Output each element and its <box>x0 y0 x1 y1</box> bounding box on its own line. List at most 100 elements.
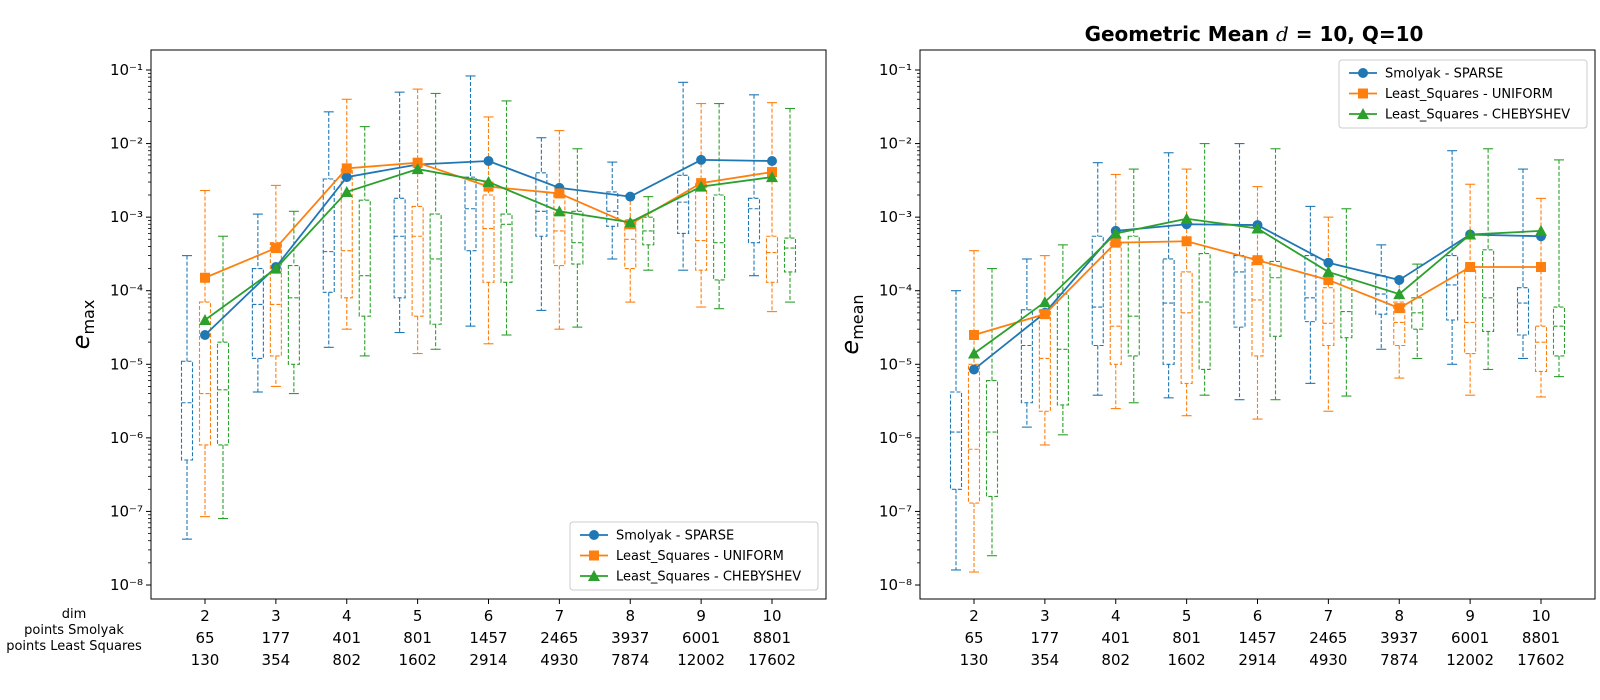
box <box>985 380 999 497</box>
panel-emax: 10⁻⁸10⁻⁷10⁻⁶10⁻⁵10⁻⁴10⁻³10⁻²10⁻¹emax2651… <box>67 49 827 669</box>
box <box>500 213 513 283</box>
box <box>251 268 264 360</box>
x-tick-label-points-least-squares: 2914 <box>469 651 507 669</box>
data-point <box>483 155 494 166</box>
box <box>1020 309 1033 404</box>
data-point <box>1181 236 1192 247</box>
legend-label: Smolyak - SPARSE <box>616 529 734 544</box>
legend-marker <box>1358 88 1368 99</box>
x-tick-label-dim: 3 <box>271 607 281 625</box>
box <box>1162 258 1175 365</box>
y-tick-label: 10⁻¹ <box>110 61 143 79</box>
box <box>1251 257 1264 357</box>
x-tick-label-points-least-squares: 12002 <box>1446 651 1494 669</box>
data-point <box>200 330 210 341</box>
x-tick-label-points-least-squares: 4930 <box>540 651 578 669</box>
series-line <box>973 217 1542 355</box>
data-point <box>968 347 980 359</box>
legend-label: Least_Squares - CHEBYSHEV <box>1385 108 1570 123</box>
x-tick-label-points-smolyak: 6001 <box>682 629 720 647</box>
legend-marker <box>589 550 599 561</box>
data-point <box>1465 262 1476 273</box>
series-group <box>199 163 778 325</box>
data-point <box>270 243 281 254</box>
x-tick-label-points-smolyak: 3937 <box>1380 629 1418 647</box>
data-point <box>1110 237 1121 248</box>
x-tick-label-points-least-squares: 130 <box>960 651 989 669</box>
box <box>1304 255 1317 323</box>
x-tick-label-points-smolyak: 801 <box>403 629 432 647</box>
box <box>1127 235 1140 357</box>
box <box>713 194 726 281</box>
box <box>1233 255 1246 328</box>
panel-emean: 10⁻⁸10⁻⁷10⁻⁶10⁻⁵10⁻⁴10⁻³10⁻²10⁻¹emean265… <box>836 49 1596 669</box>
data-point <box>482 176 495 188</box>
row-label-points-smolyak: points Smolyak <box>24 623 124 638</box>
boxplot-group <box>985 143 1566 557</box>
x-tick-label-dim: 5 <box>1182 607 1192 625</box>
y-tick-label: 10⁻⁴ <box>110 282 143 300</box>
y-tick-label: 10⁻⁸ <box>879 576 912 594</box>
series-group <box>969 236 1546 341</box>
figure-title: Geometric Mean d = 10, Q=10 <box>1085 22 1424 46</box>
x-tick-label-points-smolyak: 177 <box>262 629 291 647</box>
y-tick-label: 10⁻⁷ <box>879 502 912 520</box>
x-tick-label-points-smolyak: 401 <box>1101 629 1130 647</box>
box <box>1038 309 1051 412</box>
box <box>535 172 548 237</box>
x-tick-label-points-smolyak: 1457 <box>1238 629 1276 647</box>
title-prefix: Geometric Mean <box>1085 22 1276 46</box>
x-tick-label-points-least-squares: 802 <box>1101 651 1130 669</box>
data-point <box>1109 227 1122 239</box>
x-tick-label-dim: 6 <box>1253 607 1263 625</box>
box <box>464 176 477 252</box>
data-point <box>1393 288 1406 300</box>
data-point <box>969 364 979 375</box>
y-tick-label: 10⁻² <box>110 135 143 153</box>
y-tick-label: 10⁻⁶ <box>879 429 912 447</box>
row-label-dim: dim <box>62 607 87 622</box>
x-tick-label-points-smolyak: 801 <box>1172 629 1201 647</box>
x-tick-label-dim: 9 <box>696 607 706 625</box>
x-tick-label-dim: 7 <box>1324 607 1334 625</box>
x-tick-label-dim: 7 <box>555 607 565 625</box>
x-tick-label-dim: 9 <box>1465 607 1475 625</box>
x-tick-label-dim: 6 <box>484 607 494 625</box>
series-group <box>968 212 1547 359</box>
data-point <box>695 180 708 192</box>
data-point <box>1464 228 1477 240</box>
data-point <box>553 205 566 217</box>
box <box>783 237 797 273</box>
data-point <box>766 171 778 183</box>
boxplot-group <box>216 92 797 520</box>
legend: Smolyak - SPARSE Least_Squares - UNIFORM L… <box>569 521 819 591</box>
x-tick-label-dim: 4 <box>1111 607 1121 625</box>
y-axis-label: emax <box>67 300 98 350</box>
x-tick-label-dim: 3 <box>1040 607 1050 625</box>
data-point <box>1535 224 1547 236</box>
x-tick-label-points-smolyak: 65 <box>964 629 983 647</box>
x-tick-label-points-least-squares: 17602 <box>1517 651 1565 669</box>
x-tick-label-points-least-squares: 130 <box>191 651 220 669</box>
data-point <box>1323 274 1334 285</box>
data-point <box>1536 262 1546 273</box>
x-tick-label-points-least-squares: 2914 <box>1238 651 1276 669</box>
data-point <box>1251 222 1264 234</box>
data-point <box>269 262 282 274</box>
data-point <box>411 163 424 175</box>
box <box>340 168 353 299</box>
data-point <box>340 185 353 197</box>
data-point <box>1394 274 1405 285</box>
x-tick-label-points-smolyak: 401 <box>332 629 361 647</box>
x-tick-label-points-least-squares: 1602 <box>399 651 437 669</box>
box <box>1482 249 1495 332</box>
box <box>216 341 230 446</box>
box <box>1109 240 1122 365</box>
box <box>1180 271 1193 384</box>
legend-label: Least_Squares - UNIFORM <box>616 549 784 564</box>
data-point <box>1180 212 1193 224</box>
legend-marker <box>1358 68 1368 78</box>
data-point <box>341 172 352 183</box>
x-tick-label-dim: 2 <box>969 607 979 625</box>
